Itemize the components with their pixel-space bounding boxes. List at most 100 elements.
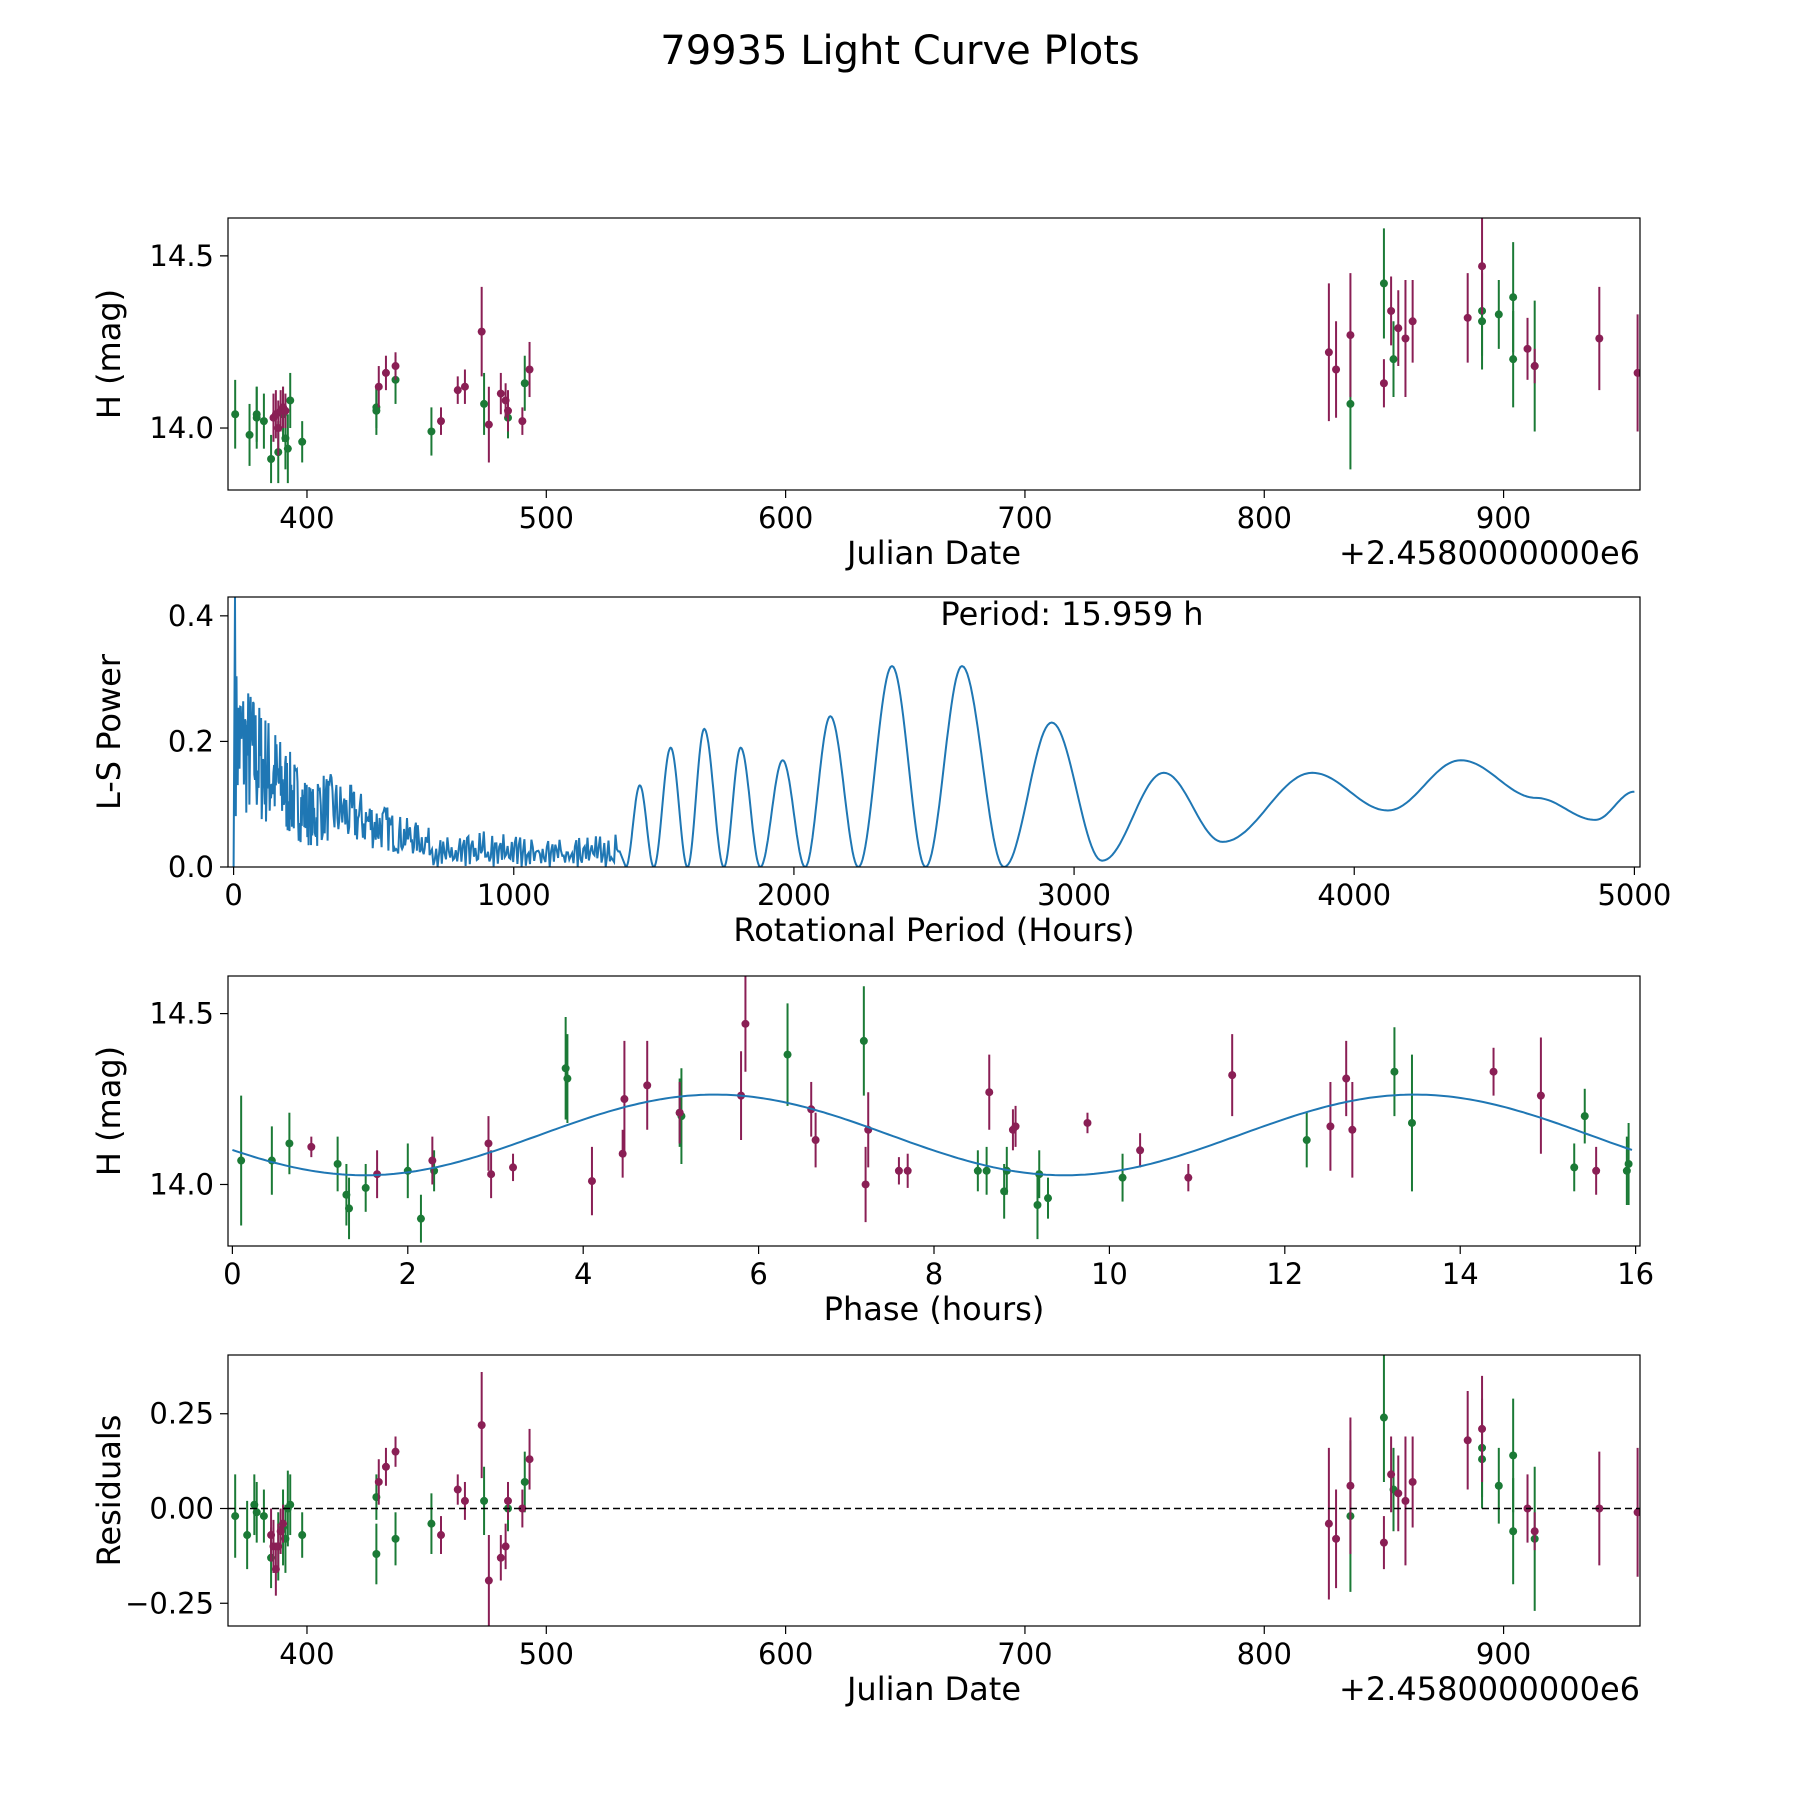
data-point (741, 1019, 750, 1028)
data-point (245, 430, 254, 439)
x-tick-label: 14 (1442, 1257, 1479, 1291)
data-point (1407, 1118, 1416, 1127)
y-tick-label: 14.0 (149, 1167, 214, 1201)
figure-title: 79935 Light Curve Plots (660, 28, 1140, 74)
x-axis-label: Rotational Period (Hours) (733, 911, 1134, 949)
x-tick-label: 0 (223, 1257, 241, 1291)
data-point (1346, 1481, 1355, 1490)
data-point (1494, 1481, 1503, 1490)
data-point (1478, 1424, 1487, 1433)
data-point (381, 368, 390, 377)
plot-frame (227, 217, 1641, 491)
plot-area (231, 218, 1640, 484)
plot-area (232, 976, 1633, 1243)
data-point (1394, 324, 1403, 333)
data-point (1478, 262, 1487, 271)
data-point (281, 406, 290, 415)
data-point (1348, 1125, 1357, 1134)
data-point (231, 410, 240, 419)
data-point (259, 417, 268, 426)
data-point (484, 1139, 493, 1148)
y-axis-label: H (mag) (90, 1046, 128, 1176)
data-point (525, 1455, 534, 1464)
x-tick-label: 10 (1091, 1257, 1128, 1291)
data-point (504, 1496, 513, 1505)
x-tick-label: 800 (1237, 1637, 1292, 1671)
plot-frame (227, 1354, 1641, 1627)
data-point (1509, 1527, 1518, 1536)
x-tick-label: 4000 (1317, 878, 1391, 912)
data-point (372, 1549, 381, 1558)
periodogram-line (232, 597, 1635, 867)
data-point (1509, 293, 1518, 302)
data-point (279, 1519, 288, 1528)
data-point (237, 1156, 246, 1165)
data-point (374, 382, 383, 391)
data-point (1033, 1200, 1042, 1209)
data-point (518, 1504, 527, 1513)
period-annotation: Period: 15.959 h (940, 595, 1203, 633)
x-offset-label: +2.4580000000e6 (1339, 1670, 1640, 1708)
x-axis-label: Julian Date (845, 1670, 1021, 1708)
data-point (518, 417, 527, 426)
data-point (391, 362, 400, 371)
data-point (480, 1496, 489, 1505)
data-point (496, 389, 505, 398)
y-tick-label: 0.25 (149, 1397, 214, 1431)
data-point (859, 1036, 868, 1045)
data-point (1489, 1067, 1498, 1076)
data-point (811, 1136, 820, 1145)
lightcurve-panel: 400 500 600 700 800 900 14.0 14.5 Julian Date H (… (90, 217, 1641, 572)
data-point (1379, 1413, 1388, 1422)
data-point (1509, 1451, 1518, 1460)
data-point (504, 406, 513, 415)
x-offset-label: +2.4580000000e6 (1339, 534, 1640, 572)
data-point (1324, 348, 1333, 357)
data-point (484, 1576, 493, 1585)
data-point (298, 437, 307, 446)
y-tick-label: 0.00 (149, 1492, 214, 1526)
data-point (427, 427, 436, 436)
data-point (252, 410, 261, 419)
data-point (1530, 1527, 1539, 1536)
y-tick-label: 14.0 (149, 411, 214, 445)
x-tick-label: 900 (1476, 1637, 1531, 1671)
data-point (1387, 1470, 1396, 1479)
x-tick-label: 900 (1476, 501, 1531, 535)
y-axis-label: Residuals (90, 1415, 128, 1567)
data-point (982, 1166, 991, 1175)
x-tick-label: 16 (1617, 1257, 1654, 1291)
data-point (436, 417, 445, 426)
data-point (285, 1139, 294, 1148)
data-point (1622, 1166, 1631, 1175)
data-point (496, 1553, 505, 1562)
x-tick-label: 700 (997, 501, 1052, 535)
y-tick-label: 14.5 (149, 997, 214, 1031)
plot-frame (227, 596, 1641, 868)
data-point (1408, 1477, 1417, 1486)
series-red (267, 1372, 1640, 1626)
data-point (283, 444, 292, 453)
data-point (1011, 1122, 1020, 1131)
x-tick-label: 400 (279, 501, 334, 535)
data-point (1342, 1074, 1351, 1083)
data-point (453, 386, 462, 395)
data-point (675, 1108, 684, 1117)
data-point (1633, 368, 1640, 377)
x-axis-label: Phase (hours) (824, 1290, 1045, 1328)
data-point (252, 1508, 261, 1517)
x-tick-label: 2 (399, 1257, 417, 1291)
data-point (1379, 279, 1388, 288)
data-point (374, 1477, 383, 1486)
data-point (1494, 310, 1503, 319)
x-tick-label: 2000 (757, 878, 831, 912)
data-point (1083, 1118, 1092, 1127)
x-tick-label: 6 (749, 1257, 767, 1291)
y-axis-label: H (mag) (90, 289, 128, 419)
data-point (381, 1462, 390, 1471)
y-tick-label: 0.4 (168, 599, 214, 633)
phased-lightcurve-panel: 0 2 4 6 8 10 12 14 16 14.0 14.5 Phase (hours) H (mag… (90, 975, 1654, 1328)
data-point (1302, 1136, 1311, 1145)
series-green (237, 986, 1633, 1243)
